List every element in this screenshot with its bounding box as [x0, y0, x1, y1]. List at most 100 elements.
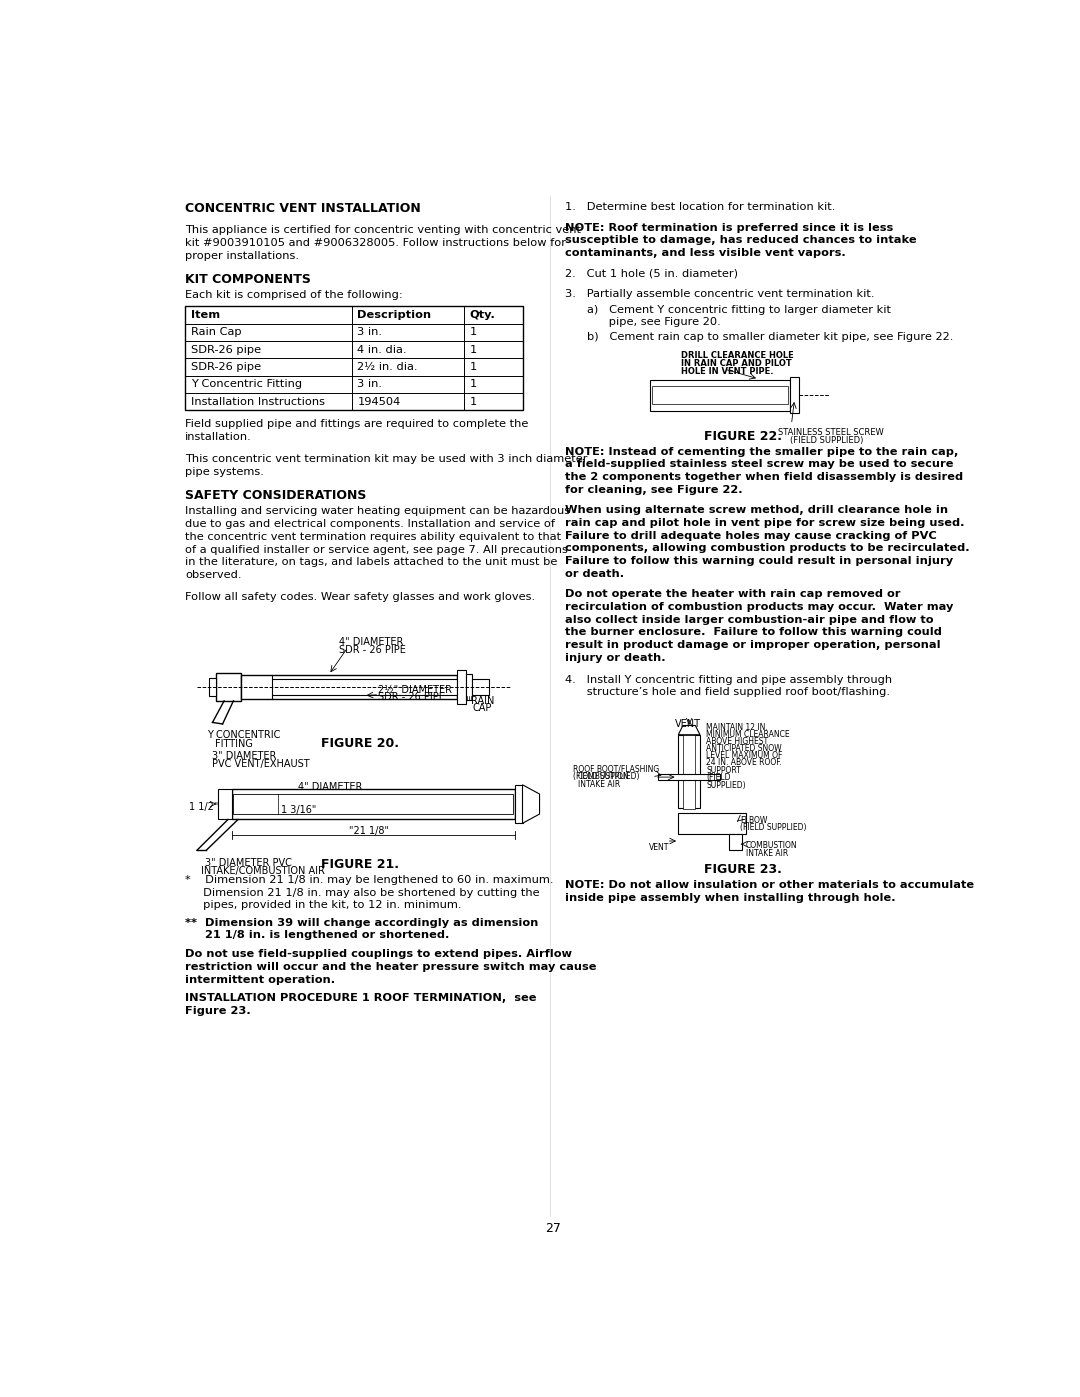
Text: COMBUSTION: COMBUSTION [578, 773, 630, 781]
Text: Y Concentric Fitting: Y Concentric Fitting [191, 380, 302, 390]
Bar [650, 380, 789, 411]
Text: INTAKE AIR: INTAKE AIR [578, 780, 620, 789]
Text: (FIELD: (FIELD [706, 774, 731, 782]
Bar [678, 735, 700, 807]
Bar [465, 673, 472, 700]
Text: Failure to follow this warning could result in personal injury: Failure to follow this warning could res… [565, 556, 954, 566]
Text: the burner enclosure.  Failure to follow this warning could: the burner enclosure. Failure to follow … [565, 627, 942, 637]
Text: 1 3/16": 1 3/16" [282, 805, 316, 814]
Text: structure’s hole and field supplied roof boot/flashing.: structure’s hole and field supplied roof… [565, 687, 890, 697]
Text: Do not operate the heater with rain cap removed or: Do not operate the heater with rain cap … [565, 590, 901, 599]
Text: PVC VENT/EXHAUST: PVC VENT/EXHAUST [213, 760, 310, 770]
Text: restriction will occur and the heater pressure switch may cause: restriction will occur and the heater pr… [186, 963, 597, 972]
Text: CONCENTRIC VENT INSTALLATION: CONCENTRIC VENT INSTALLATION [186, 203, 421, 215]
Text: *    Dimension 21 1/8 in. may be lengthened to 60 in. maximum.: * Dimension 21 1/8 in. may be lengthened… [186, 875, 554, 884]
Text: 1: 1 [470, 362, 477, 372]
Text: 2½" DIAMETER: 2½" DIAMETER [378, 685, 451, 694]
Text: DRILL CLEARANCE HOLE: DRILL CLEARANCE HOLE [681, 351, 794, 359]
Text: (FIELD SUPPLIED): (FIELD SUPPLIED) [572, 773, 639, 781]
Text: 3" DIAMETER PVC: 3" DIAMETER PVC [205, 858, 292, 868]
Bar [515, 785, 523, 823]
Text: 2.   Cut 1 hole (5 in. diameter): 2. Cut 1 hole (5 in. diameter) [565, 268, 738, 278]
Text: in the literature, on tags, and labels attached to the unit must be: in the literature, on tags, and labels a… [186, 557, 557, 567]
Bar [186, 306, 523, 411]
Text: "21 1/8": "21 1/8" [350, 826, 390, 835]
Text: Item: Item [191, 310, 220, 320]
Text: NOTE: Roof termination is preferred since it is less: NOTE: Roof termination is preferred sinc… [565, 222, 893, 233]
Text: SUPPORT: SUPPORT [706, 766, 741, 774]
Text: the 2 components together when field disassembly is desired: the 2 components together when field dis… [565, 472, 963, 482]
Text: (FIELD SUPPLIED): (FIELD SUPPLIED) [740, 823, 807, 833]
Text: IN RAIN CAP AND PILOT: IN RAIN CAP AND PILOT [681, 359, 792, 367]
Text: pipe, see Figure 20.: pipe, see Figure 20. [586, 317, 720, 327]
Bar [233, 793, 513, 814]
Text: ABOVE HIGHEST: ABOVE HIGHEST [706, 738, 768, 746]
Text: 4 in. dia.: 4 in. dia. [357, 345, 407, 355]
Text: ELBOW: ELBOW [740, 816, 768, 824]
Bar [457, 671, 465, 704]
Text: Installing and servicing water heating equipment can be hazardous: Installing and servicing water heating e… [186, 507, 570, 517]
Text: 4.   Install Y concentric fitting and pipe assembly through: 4. Install Y concentric fitting and pipe… [565, 675, 892, 685]
Bar [216, 673, 241, 701]
Bar [241, 676, 457, 698]
Text: VENT: VENT [649, 842, 670, 852]
Text: FITTING: FITTING [215, 739, 253, 749]
Text: When using alternate screw method, drill clearance hole in: When using alternate screw method, drill… [565, 506, 948, 515]
Text: proper installations.: proper installations. [186, 251, 299, 261]
Text: result in product damage or improper operation, personal: result in product damage or improper ope… [565, 640, 941, 650]
Text: Qty.: Qty. [470, 310, 496, 320]
Text: STAINLESS STEEL SCREW: STAINLESS STEEL SCREW [779, 427, 885, 436]
Text: VENT: VENT [675, 719, 701, 729]
Text: Each kit is comprised of the following:: Each kit is comprised of the following: [186, 291, 403, 300]
Text: FIGURE 20.: FIGURE 20. [321, 738, 399, 750]
Text: INTAKE/COMBUSTION AIR: INTAKE/COMBUSTION AIR [201, 866, 325, 876]
Bar [683, 735, 696, 809]
Text: LEVEL MAXIMUM OF: LEVEL MAXIMUM OF [706, 752, 783, 760]
Text: for cleaning, see Figure 22.: for cleaning, see Figure 22. [565, 485, 743, 495]
Text: 1: 1 [470, 397, 477, 407]
Bar [232, 789, 515, 820]
Text: Follow all safety codes. Wear safety glasses and work gloves.: Follow all safety codes. Wear safety gla… [186, 592, 536, 602]
Text: 4" DIAMETER: 4" DIAMETER [339, 637, 403, 647]
Text: contaminants, and less visible vent vapors.: contaminants, and less visible vent vapo… [565, 249, 846, 258]
Text: kit #9003910105 and #9006328005. Follow instructions below for: kit #9003910105 and #9006328005. Follow … [186, 237, 566, 249]
Text: This concentric vent termination kit may be used with 3 inch diameter: This concentric vent termination kit may… [186, 454, 588, 464]
Text: 194504: 194504 [357, 397, 401, 407]
Text: pipe systems.: pipe systems. [186, 467, 265, 476]
Text: 3.   Partially assemble concentric vent termination kit.: 3. Partially assemble concentric vent te… [565, 289, 875, 299]
Text: NOTE: Do not allow insulation or other materials to accumulate: NOTE: Do not allow insulation or other m… [565, 880, 974, 890]
Text: SUPPLIED): SUPPLIED) [706, 781, 746, 789]
Text: intermittent operation.: intermittent operation. [186, 975, 336, 985]
Text: KIT COMPONENTS: KIT COMPONENTS [186, 272, 311, 286]
Text: INTAKE AIR: INTAKE AIR [745, 849, 788, 858]
Text: pipes, provided in the kit, to 12 in. minimum.: pipes, provided in the kit, to 12 in. mi… [186, 900, 462, 911]
Text: ROOF BOOT/FLASHING: ROOF BOOT/FLASHING [572, 764, 659, 774]
Bar [208, 678, 216, 696]
Text: Y CONCENTRIC: Y CONCENTRIC [207, 731, 281, 740]
Text: 21 1/8 in. is lengthened or shortened.: 21 1/8 in. is lengthened or shortened. [186, 930, 449, 940]
Text: 27: 27 [545, 1222, 562, 1235]
Text: rain cap and pilot hole in vent pipe for screw size being used.: rain cap and pilot hole in vent pipe for… [565, 518, 964, 528]
Text: Installation Instructions: Installation Instructions [191, 397, 325, 407]
Text: RAIN: RAIN [471, 696, 494, 707]
Text: 3 in.: 3 in. [357, 380, 382, 390]
Text: MAINTAIN 12 IN.: MAINTAIN 12 IN. [706, 724, 768, 732]
Text: (FIELD SUPPLIED): (FIELD SUPPLIED) [789, 436, 863, 446]
Text: 1: 1 [470, 380, 477, 390]
Text: ANTICIPATED SNOW: ANTICIPATED SNOW [706, 745, 782, 753]
Text: SDR - 26 PIPE: SDR - 26 PIPE [339, 644, 406, 655]
Bar [729, 834, 742, 851]
Text: MINIMUM CLEARANCE: MINIMUM CLEARANCE [706, 731, 789, 739]
Text: NOTE: Instead of cementing the smaller pipe to the rain cap,: NOTE: Instead of cementing the smaller p… [565, 447, 959, 457]
Text: 2½ in. dia.: 2½ in. dia. [357, 362, 418, 372]
Text: observed.: observed. [186, 570, 242, 580]
Text: or death.: or death. [565, 569, 624, 578]
Text: SDR-26 pipe: SDR-26 pipe [191, 345, 261, 355]
Polygon shape [523, 785, 540, 823]
Text: b)   Cement rain cap to smaller diameter kit pipe, see Figure 22.: b) Cement rain cap to smaller diameter k… [586, 332, 954, 342]
Text: 3" DIAMETER: 3" DIAMETER [213, 752, 276, 761]
Bar [678, 813, 746, 834]
Text: Figure 23.: Figure 23. [186, 1006, 252, 1016]
Text: 3 in.: 3 in. [357, 327, 382, 338]
Text: 1.   Determine best location for termination kit.: 1. Determine best location for terminati… [565, 203, 836, 212]
